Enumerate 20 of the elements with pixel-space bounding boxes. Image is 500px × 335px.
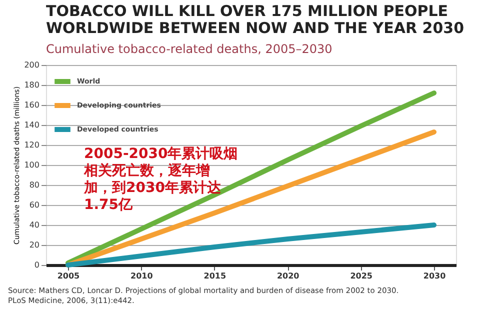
x-tick-label: 2020 [276,272,300,280]
y-tick-label: 180 [24,80,40,90]
y-tick-label: 200 [24,60,40,70]
x-tick-label: 2030 [423,272,446,280]
chart-title: TOBACCO WILL KILL OVER 175 MILLION PEOPLE WORLDWIDE BETWEEN NOW AND THE YEAR 2030 [46,2,464,37]
y-tick-label: 120 [24,140,40,150]
y-tick-label: 140 [24,120,40,130]
y-tick-label: 40 [29,220,40,230]
x-tick-label: 2005 [57,272,80,280]
chart-subtitle: Cumulative tobacco-related deaths, 2005–2030 [46,42,332,56]
x-tick-label: 2015 [204,272,226,280]
x-tick-label: 2025 [350,272,373,280]
x-tick-label: 2010 [130,272,154,280]
annotation: 2005-2030年累计吸烟相关死亡数，逐年增加，到2030年累计达1.75亿 [83,146,238,213]
y-tick-label: 100 [24,160,40,170]
y-tick-label: 0 [34,260,40,270]
y-tick-label: 60 [29,200,40,210]
y-tick-label: 20 [29,240,40,250]
y-tick-label: 160 [24,100,40,110]
y-tick-label: 80 [29,180,40,190]
